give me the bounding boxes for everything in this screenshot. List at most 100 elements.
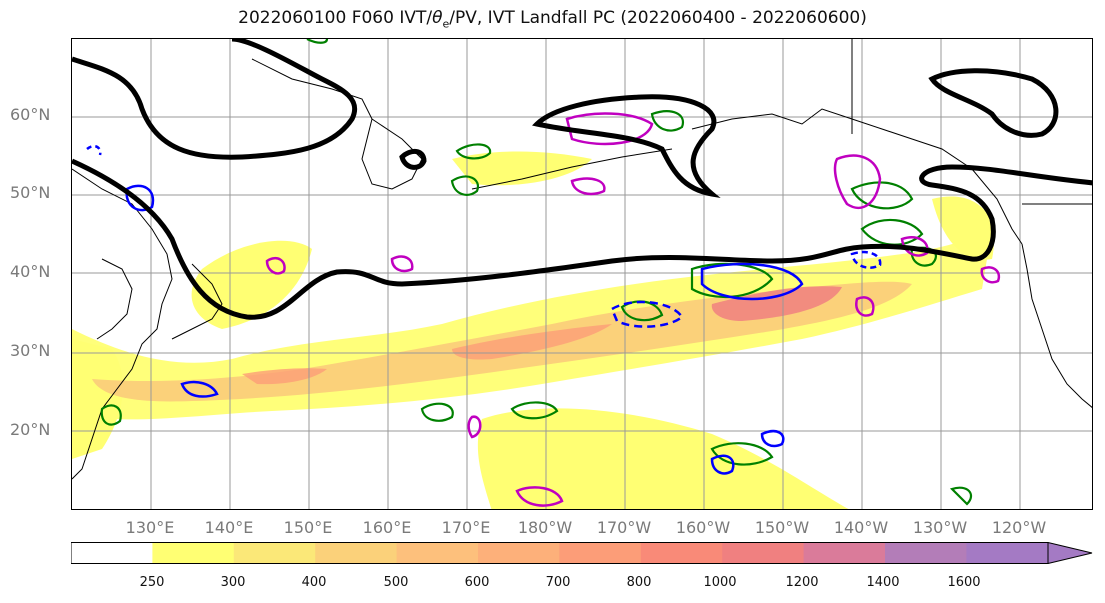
colorbar-tick: 1200 xyxy=(785,575,819,590)
lon-label: 130°W xyxy=(912,518,968,537)
map-canvas xyxy=(72,39,1092,509)
theta-e-contours xyxy=(100,39,973,506)
pc-line-2 xyxy=(72,39,358,160)
lon-label: 160°E xyxy=(362,518,412,537)
thetae-8 xyxy=(710,442,774,466)
colorbar-segment xyxy=(71,542,153,564)
colorbar-tick: 300 xyxy=(220,575,246,590)
pv-blue-7 xyxy=(850,250,882,269)
lon-label: 180°W xyxy=(517,518,573,537)
colorbar-segment xyxy=(478,542,560,564)
colorbar-tick: 250 xyxy=(139,575,165,590)
colorbar-tick: 600 xyxy=(464,575,490,590)
colorbar-tick: 500 xyxy=(383,575,409,590)
pv-blue-3 xyxy=(125,184,155,212)
pv-mag-2 xyxy=(833,154,882,210)
colorbar-segments xyxy=(71,542,1092,564)
lon-label: 170°E xyxy=(441,518,491,537)
coastlines xyxy=(72,39,1092,480)
pv-mag-7 xyxy=(515,486,564,507)
thetae-7 xyxy=(420,402,454,422)
pv-mag-5 xyxy=(390,255,414,273)
title-subscript: e xyxy=(442,17,450,31)
coast-namerica-west xyxy=(1021,243,1092,408)
colorbar-tick: 1600 xyxy=(947,575,981,590)
thetae-6 xyxy=(510,401,559,420)
thetae-2 xyxy=(620,300,664,322)
pv-blue-8 xyxy=(86,144,102,156)
pc-line-3 xyxy=(532,94,721,198)
lon-label: 130°E xyxy=(125,518,175,537)
pv-blue-4 xyxy=(180,380,219,398)
lon-label: 140°W xyxy=(833,518,889,537)
pv-blue-5 xyxy=(710,454,735,475)
pv-contours-magenta xyxy=(265,112,1001,507)
colorbar-tick: 1400 xyxy=(866,575,900,590)
lat-label: 20°N xyxy=(10,420,51,439)
ivt-upper-3 xyxy=(932,196,994,260)
colorbar-extend-arrow xyxy=(1047,542,1093,564)
coast-japan xyxy=(171,263,223,340)
colorbar-segment xyxy=(559,542,642,564)
coast-kamchatka xyxy=(361,118,423,190)
title-theta: θ xyxy=(432,8,443,28)
thetae-11 xyxy=(306,39,329,44)
lat-label: 60°N xyxy=(10,105,51,124)
pc-line-4 xyxy=(928,68,1059,138)
colorbar-extend-fill xyxy=(1048,542,1092,564)
lon-label: 150°W xyxy=(754,518,810,537)
colorbar-tick: 800 xyxy=(626,575,652,590)
pv-mag-6 xyxy=(855,296,875,317)
colorbar-segment xyxy=(803,542,886,564)
lat-label: 50°N xyxy=(10,183,51,202)
colorbar-segment xyxy=(315,542,398,564)
pv-mag-4 xyxy=(265,256,286,275)
pv-mag-9 xyxy=(980,266,1001,284)
title-prefix: 2022060100 F060 IVT/ xyxy=(238,8,433,28)
lon-label: 140°E xyxy=(204,518,254,537)
thetae-3 xyxy=(690,262,774,299)
map-panel xyxy=(71,38,1093,510)
colorbar-tick: 700 xyxy=(545,575,571,590)
ivt-fill-layer xyxy=(72,151,994,509)
pv-mag-1 xyxy=(565,112,654,146)
landfall-pc-contours xyxy=(72,39,1092,320)
colorbar-tick: 1000 xyxy=(703,575,737,590)
colorbar-segment xyxy=(885,542,967,564)
pv-contours-blue xyxy=(86,144,882,475)
colorbar-segment xyxy=(640,542,723,564)
thetae-10 xyxy=(650,110,685,132)
thetae-13 xyxy=(949,486,973,506)
coast-asia xyxy=(72,168,173,480)
thetae-1 xyxy=(455,143,492,160)
graticule xyxy=(72,39,1092,509)
coast-aleutians xyxy=(471,148,673,190)
lat-label: 30°N xyxy=(10,341,51,360)
figure-title: 2022060100 F060 IVT/θe/PV, IVT Landfall … xyxy=(0,8,1105,30)
coast-okhotsk xyxy=(251,58,373,120)
colorbar-tick: 400 xyxy=(301,575,327,590)
lat-label: 40°N xyxy=(10,262,51,281)
colorbar xyxy=(71,542,1093,564)
title-suffix: /PV, IVT Landfall PC (2022060400 - 20220… xyxy=(449,8,867,28)
pv-blue-1 xyxy=(700,262,804,301)
lon-label: 170°W xyxy=(596,518,652,537)
ivt-upper-2 xyxy=(452,151,592,186)
coast-alaska xyxy=(691,108,1023,245)
ivt-core-3 xyxy=(242,368,327,385)
thetae-4 xyxy=(860,218,924,246)
colorbar-segment xyxy=(966,542,1049,564)
ivt-band-lower xyxy=(477,408,849,509)
lon-label: 150°E xyxy=(283,518,333,537)
colorbar-segment xyxy=(233,542,316,564)
pc-line-1 xyxy=(72,158,1092,320)
lon-label: 120°W xyxy=(991,518,1047,537)
thetae-5 xyxy=(850,181,914,210)
ivt-band-left xyxy=(72,339,123,459)
coast-korea-china xyxy=(96,258,133,340)
lon-label: 160°W xyxy=(675,518,731,537)
ivt-core-2 xyxy=(711,286,842,321)
pv-mag-8 xyxy=(467,415,482,439)
colorbar-segment xyxy=(152,542,235,564)
colorbar-segment xyxy=(722,542,805,564)
